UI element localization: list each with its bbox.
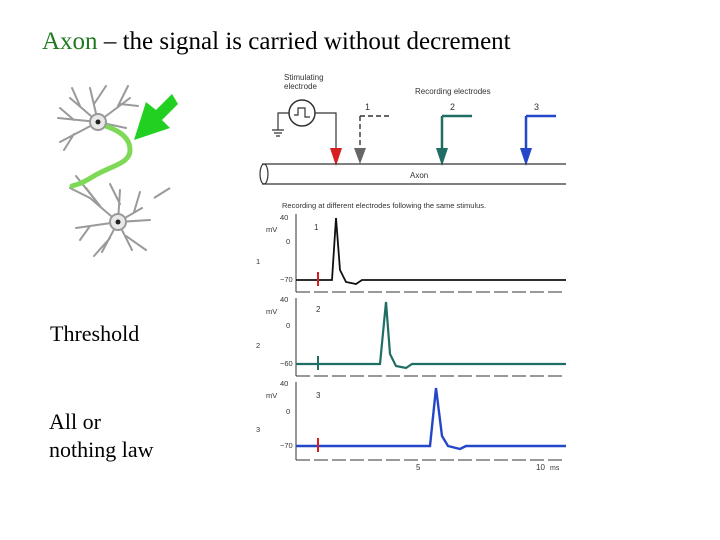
trace-panel-3: 40 mV 3 0 −70 3 5 10 ms (256, 379, 566, 472)
trace1-tick-minus70: −70 (280, 275, 293, 284)
all-or-nothing-label: All or nothing law (49, 408, 154, 464)
electrode-2-teal (436, 148, 448, 166)
trace1-number: 1 (314, 223, 319, 232)
time-tick-5: 5 (416, 463, 421, 472)
recording-electrodes-label: Recording electrodes (415, 87, 491, 96)
time-tick-10: 10 (536, 463, 545, 472)
axon-label: Axon (410, 171, 428, 180)
trace2-tick-40: 40 (280, 295, 288, 304)
trace1-row-label: 1 (256, 257, 260, 266)
neuron-illustration (57, 85, 178, 257)
electrode-3-label: 3 (534, 102, 539, 112)
trace3-row-label: 3 (256, 425, 260, 434)
electrode-3-blue (520, 148, 532, 166)
stim-electrode-tip (354, 148, 366, 164)
electrode-1-label: 1 (365, 102, 370, 112)
electrode-1-red (330, 148, 342, 166)
trace-panel-2: 40 mV 0 −60 2 2 (256, 295, 566, 377)
stim-label-2: electrode (284, 82, 317, 91)
trace3-number: 3 (316, 391, 321, 400)
slide-title: Axon – the signal is carried without dec… (42, 28, 511, 56)
all-or-nothing-line-2: nothing law (49, 437, 154, 462)
trace1-unit: mV (266, 225, 277, 234)
title-rest: – the signal is carried without decremen… (97, 28, 511, 55)
axon-recording-figure: Stimulating electrode Recording electrod… (256, 73, 566, 472)
trace2-unit: mV (266, 307, 277, 316)
trace1-tick-0: 0 (286, 237, 290, 246)
arrow-icon (134, 94, 178, 140)
trace3-tick-40: 40 (280, 379, 288, 388)
axon-highlight (69, 121, 133, 189)
trace2-tick-minus60: −60 (280, 359, 293, 368)
axon-tube (259, 163, 566, 185)
trace2-number: 2 (316, 305, 321, 314)
trace3-tick-minus70: −70 (280, 441, 293, 450)
all-or-nothing-line-1: All or (49, 409, 101, 434)
trace2-tick-0: 0 (286, 321, 290, 330)
trace1-tick-40: 40 (280, 213, 288, 222)
stim-label-1: Stimulating (284, 73, 324, 82)
figure-caption: Recording at different electrodes follow… (282, 201, 486, 210)
title-axon: Axon (42, 28, 98, 55)
stimulating-electrode: Stimulating electrode (272, 73, 337, 152)
time-unit: ms (550, 465, 560, 472)
trace3-unit: mV (266, 391, 277, 400)
trace3-tick-0: 0 (286, 407, 290, 416)
trace-panel-1: 40 mV 0 −70 1 1 (256, 213, 566, 293)
electrode-2-label: 2 (450, 102, 455, 112)
trace2-row-label: 2 (256, 341, 260, 350)
threshold-label: Threshold (50, 321, 140, 346)
